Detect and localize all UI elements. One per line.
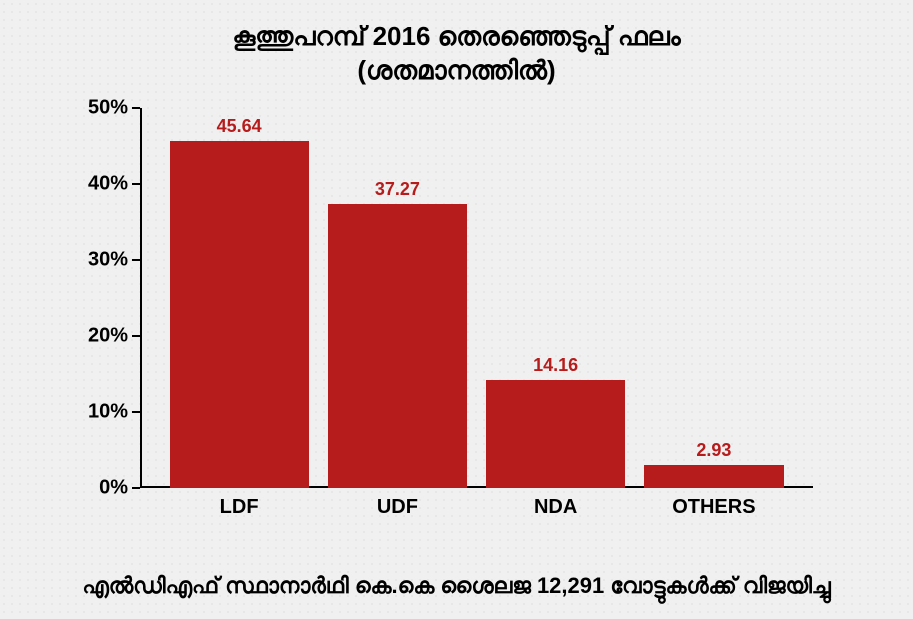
y-tick-mark xyxy=(132,411,140,413)
y-tick-mark xyxy=(132,183,140,185)
bars-group: 45.64 37.27 14.16 2.93 xyxy=(140,108,813,488)
y-tick-mark xyxy=(132,107,140,109)
bar-value-label: 2.93 xyxy=(696,440,731,461)
y-axis: 0%10%20%30%40%50% xyxy=(130,108,140,488)
bar-rect xyxy=(486,380,625,488)
x-label: NDA xyxy=(486,496,625,519)
y-tick-label: 0% xyxy=(99,476,128,499)
y-tick-mark xyxy=(132,487,140,489)
x-label: UDF xyxy=(328,496,467,519)
x-label: OTHERS xyxy=(644,496,783,519)
chart-area: 0%10%20%30%40%50% 45.6437.2714.162.93 LD… xyxy=(140,108,813,523)
title-line-1: കൂത്തുപറമ്പ് 2016 തെരഞ്ഞെടുപ്പ് ഫലം xyxy=(40,20,873,54)
chart-container: കൂത്തുപറമ്പ് 2016 തെരഞ്ഞെടുപ്പ് ഫലം (ശതമ… xyxy=(0,0,913,619)
bar-value-label: 45.64 xyxy=(217,116,262,137)
y-tick-label: 40% xyxy=(88,172,128,195)
y-tick-label: 30% xyxy=(88,248,128,271)
x-labels: LDF UDF NDA OTHERS xyxy=(140,488,813,519)
title-line-2: (ശതമാനത്തിൽ) xyxy=(40,54,873,88)
bar-value-label: 37.27 xyxy=(375,179,420,200)
bar-value-label: 14.16 xyxy=(533,355,578,376)
y-tick-label: 10% xyxy=(88,400,128,423)
y-tick-mark xyxy=(132,335,140,337)
bar-rect xyxy=(644,465,783,487)
x-label: LDF xyxy=(170,496,309,519)
footer-caption: എൽഡിഎഫ് സ്ഥാനാർഥി കെ.കെ ശൈലജ 12,291 വോട്… xyxy=(40,573,873,599)
chart-title: കൂത്തുപറമ്പ് 2016 തെരഞ്ഞെടുപ്പ് ഫലം (ശതമ… xyxy=(40,20,873,88)
bar-nda: 14.16 xyxy=(486,108,625,488)
bar-rect xyxy=(328,204,467,487)
y-tick-mark xyxy=(132,259,140,261)
bar-others: 2.93 xyxy=(644,108,783,488)
bar-ldf: 45.64 xyxy=(170,108,309,488)
y-tick-label: 20% xyxy=(88,324,128,347)
y-tick-label: 50% xyxy=(88,96,128,119)
plot-region: 0%10%20%30%40%50% 45.6437.2714.162.93 LD… xyxy=(140,108,813,488)
bar-rect xyxy=(170,141,309,488)
bar-udf: 37.27 xyxy=(328,108,467,488)
